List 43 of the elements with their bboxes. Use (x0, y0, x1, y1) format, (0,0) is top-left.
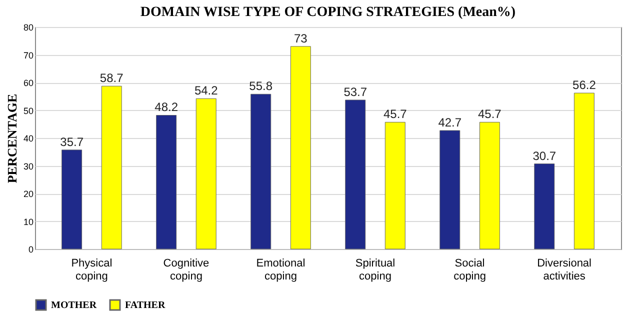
data-label: 48.2 (154, 100, 178, 114)
data-label: 53.7 (344, 84, 368, 99)
data-label: 45.7 (383, 107, 408, 122)
y-tick-label: 10 (23, 216, 34, 227)
data-label: 35.7 (60, 134, 84, 149)
bar (290, 46, 311, 250)
bar (345, 100, 366, 250)
bar (479, 122, 500, 250)
bar (250, 94, 272, 250)
y-tick-label: 0 (28, 244, 34, 254)
x-tick-label: Cognitive coping (163, 258, 210, 282)
chart-title: DOMAIN WISE TYPE OF COPING STRATEGIES (Mean%) (140, 5, 516, 20)
x-tick-label: Emotional coping (256, 258, 306, 282)
y-tick-label: 30 (23, 161, 34, 172)
bar (440, 130, 460, 250)
y-tick-label: 40 (23, 134, 34, 144)
data-label: 54.2 (194, 84, 218, 98)
bar (196, 98, 216, 250)
y-tick-label: 50 (23, 106, 34, 116)
data-label: 73 (294, 31, 308, 46)
y-tick-label: 20 (23, 189, 34, 199)
y-tick-label: 80 (23, 22, 34, 32)
x-tick-label: Spiritual coping (355, 258, 396, 282)
x-tick-label: Physical coping (71, 258, 112, 282)
data-label: 45.7 (478, 107, 502, 122)
bar (101, 86, 122, 250)
data-label: 42.7 (438, 116, 462, 130)
x-tick-label: Diversional activities (537, 258, 592, 282)
bar (62, 150, 82, 250)
y-axis-title: PERCENTAGE (4, 94, 20, 184)
data-label: 30.7 (532, 148, 556, 163)
data-label: 58.7 (100, 71, 124, 86)
bar (156, 114, 177, 250)
x-tick-label: Social coping (454, 258, 486, 282)
y-tick-label: 60 (23, 78, 34, 88)
bar (384, 122, 406, 250)
y-tick-label: 70 (23, 50, 34, 60)
data-label: 55.8 (249, 79, 273, 94)
bar (534, 164, 555, 250)
bar (574, 92, 594, 250)
legend-label: FATHER (125, 300, 166, 311)
legend-label: MOTHER (51, 300, 98, 311)
data-label: 56.2 (572, 78, 596, 92)
